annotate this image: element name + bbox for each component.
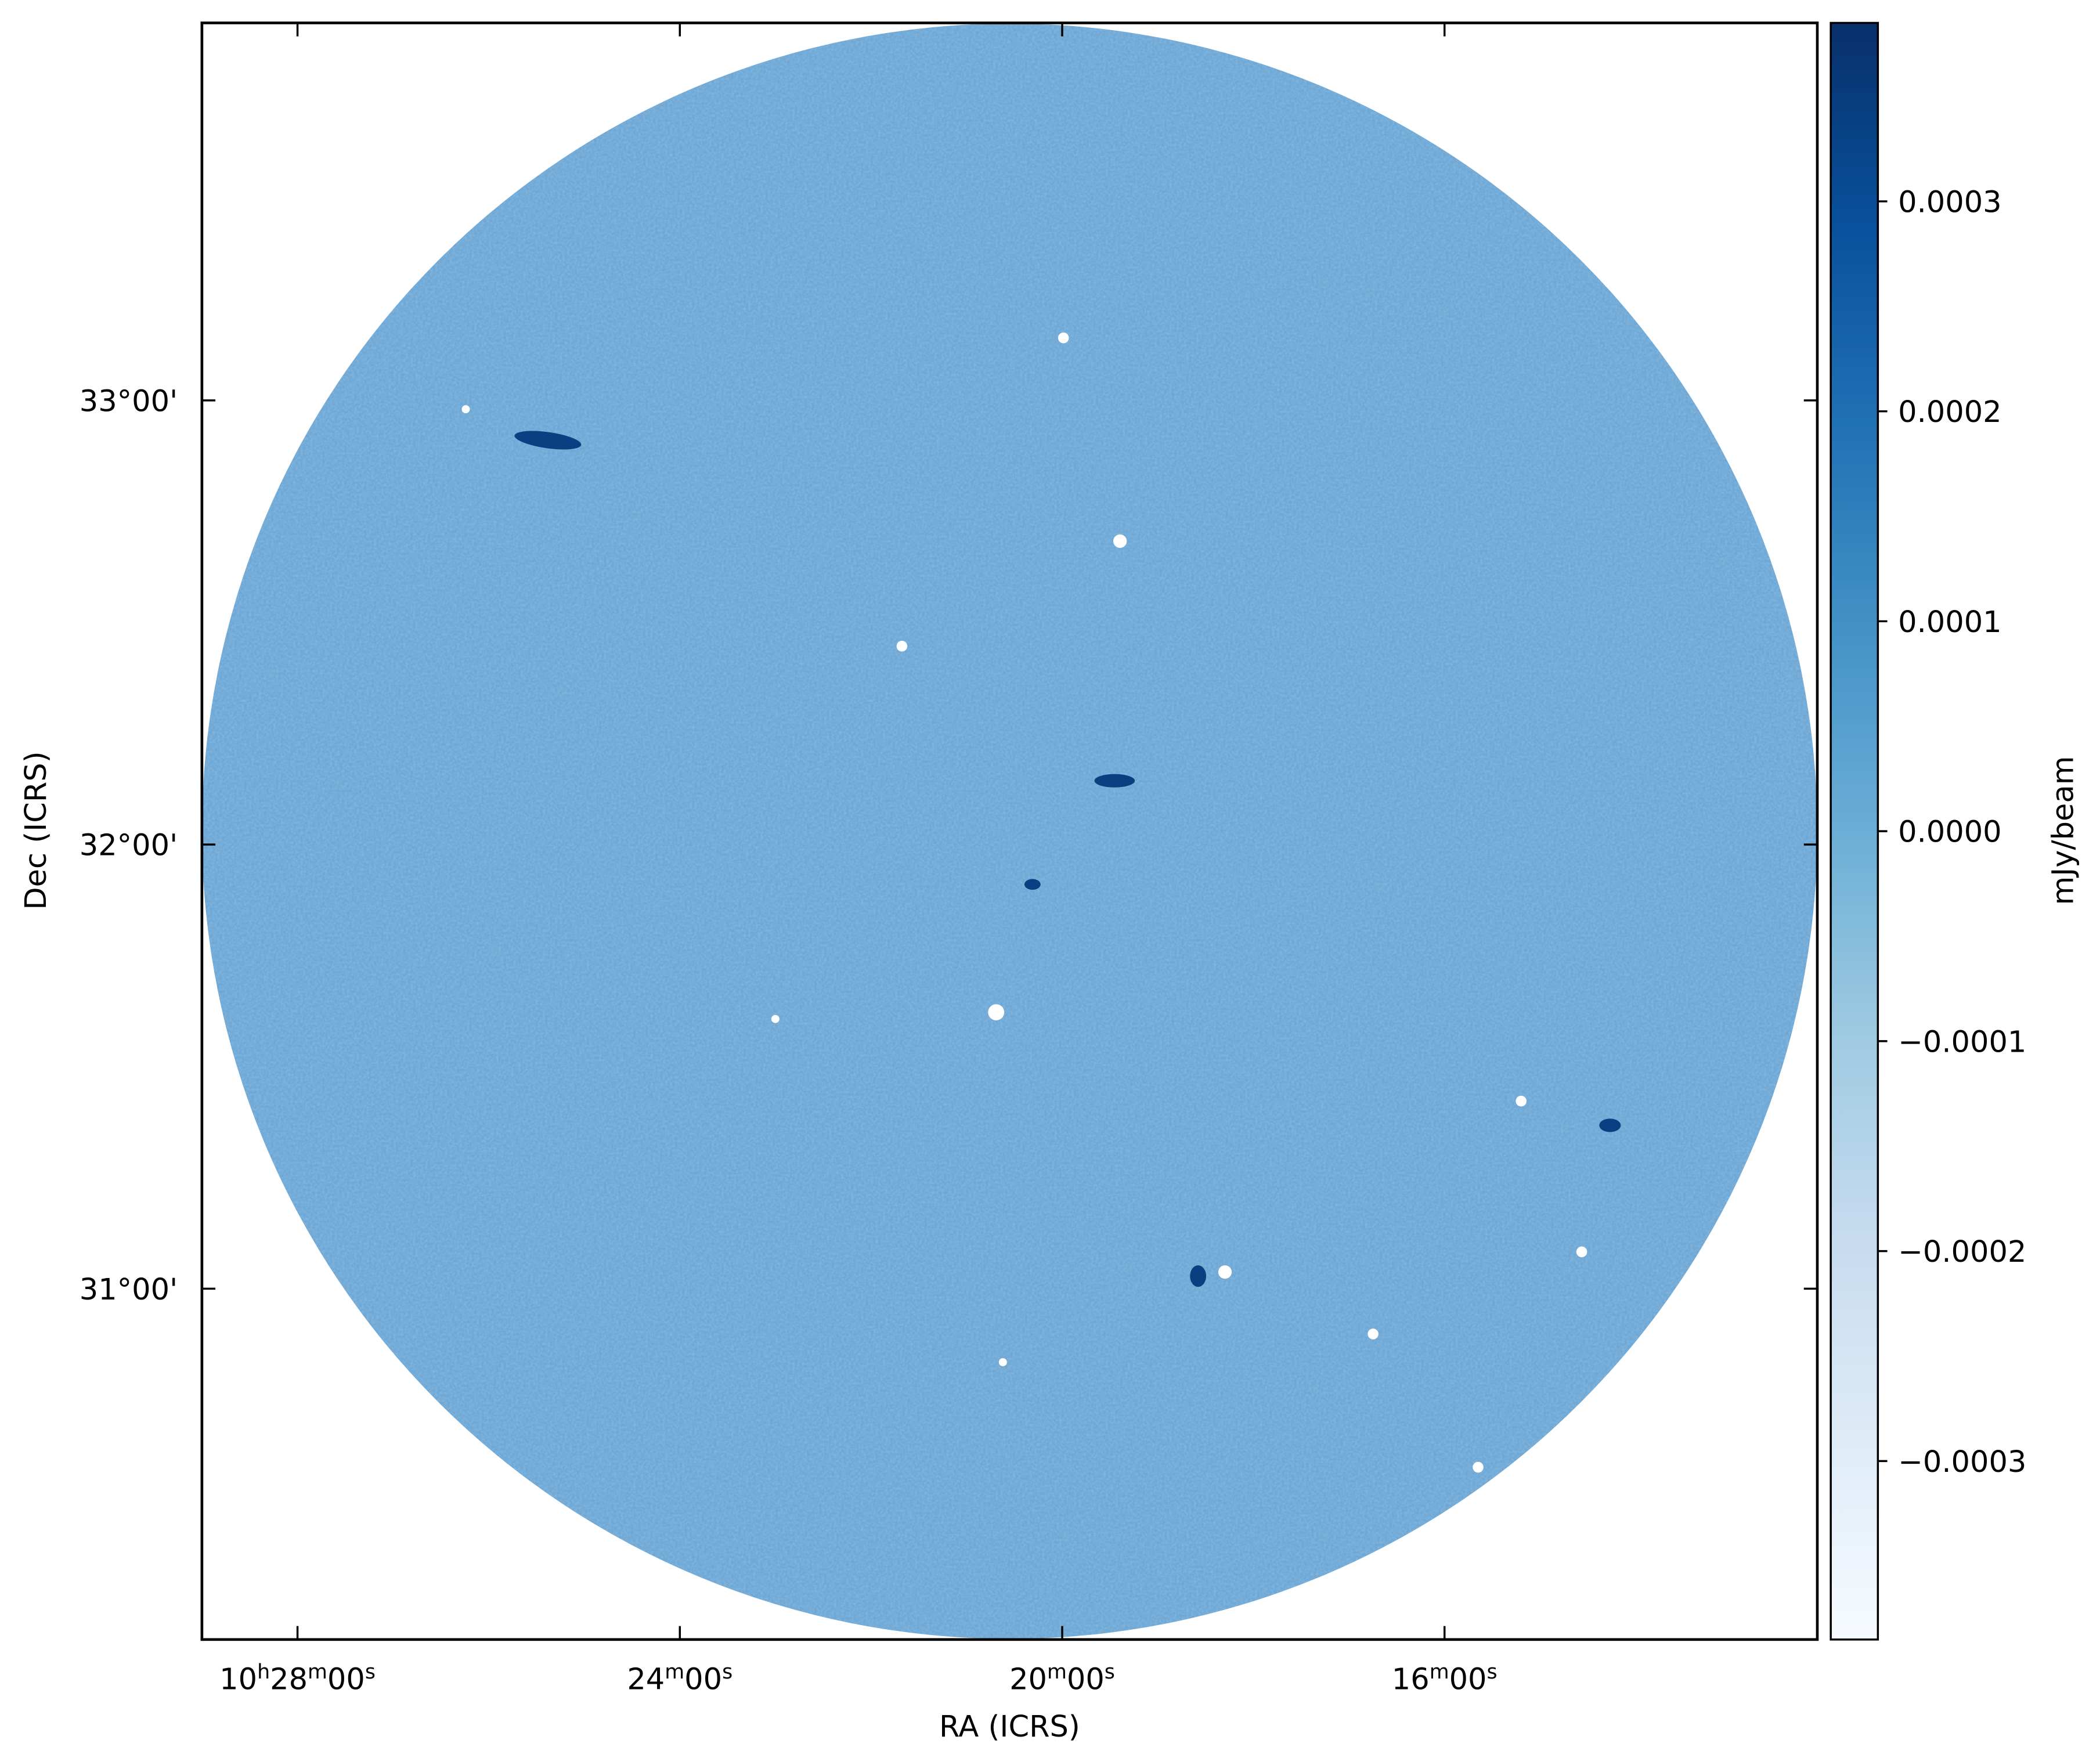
y-tick-label: 32°00' — [80, 829, 178, 863]
colorbar-tick-label: 0.0003 — [1898, 186, 2002, 220]
sky-image — [201, 23, 1817, 1639]
y-tick-label: 31°00' — [80, 1273, 178, 1307]
colorbar-tick-label: −0.0002 — [1898, 1235, 2026, 1269]
colorbar — [1830, 21, 1879, 1641]
colorbar-tick-label: −0.0003 — [1898, 1445, 2026, 1479]
colorbar-tick-label: 0.0000 — [1898, 815, 2002, 850]
x-tick-label: 24m00s — [627, 1660, 733, 1697]
x-axis-label: RA (ICRS) — [939, 1710, 1080, 1744]
sources — [514, 431, 1621, 1287]
colorbar-tick-label: −0.0001 — [1898, 1025, 2026, 1059]
y-tick-label: 33°00' — [80, 384, 178, 418]
axes-frame — [200, 21, 1819, 1641]
x-tick-label: 20m00s — [1009, 1660, 1115, 1697]
colorbar-tick-label: 0.0002 — [1898, 395, 2002, 429]
x-tick-label: 10h28m00s — [219, 1660, 376, 1697]
colorbar-tick-label: 0.0001 — [1898, 605, 2002, 640]
point-sources — [461, 332, 1587, 1473]
y-axis-label: Dec (ICRS) — [19, 751, 53, 909]
x-tick-label: 16m00s — [1392, 1660, 1498, 1697]
colorbar-label: mJy/beam — [2047, 756, 2081, 905]
